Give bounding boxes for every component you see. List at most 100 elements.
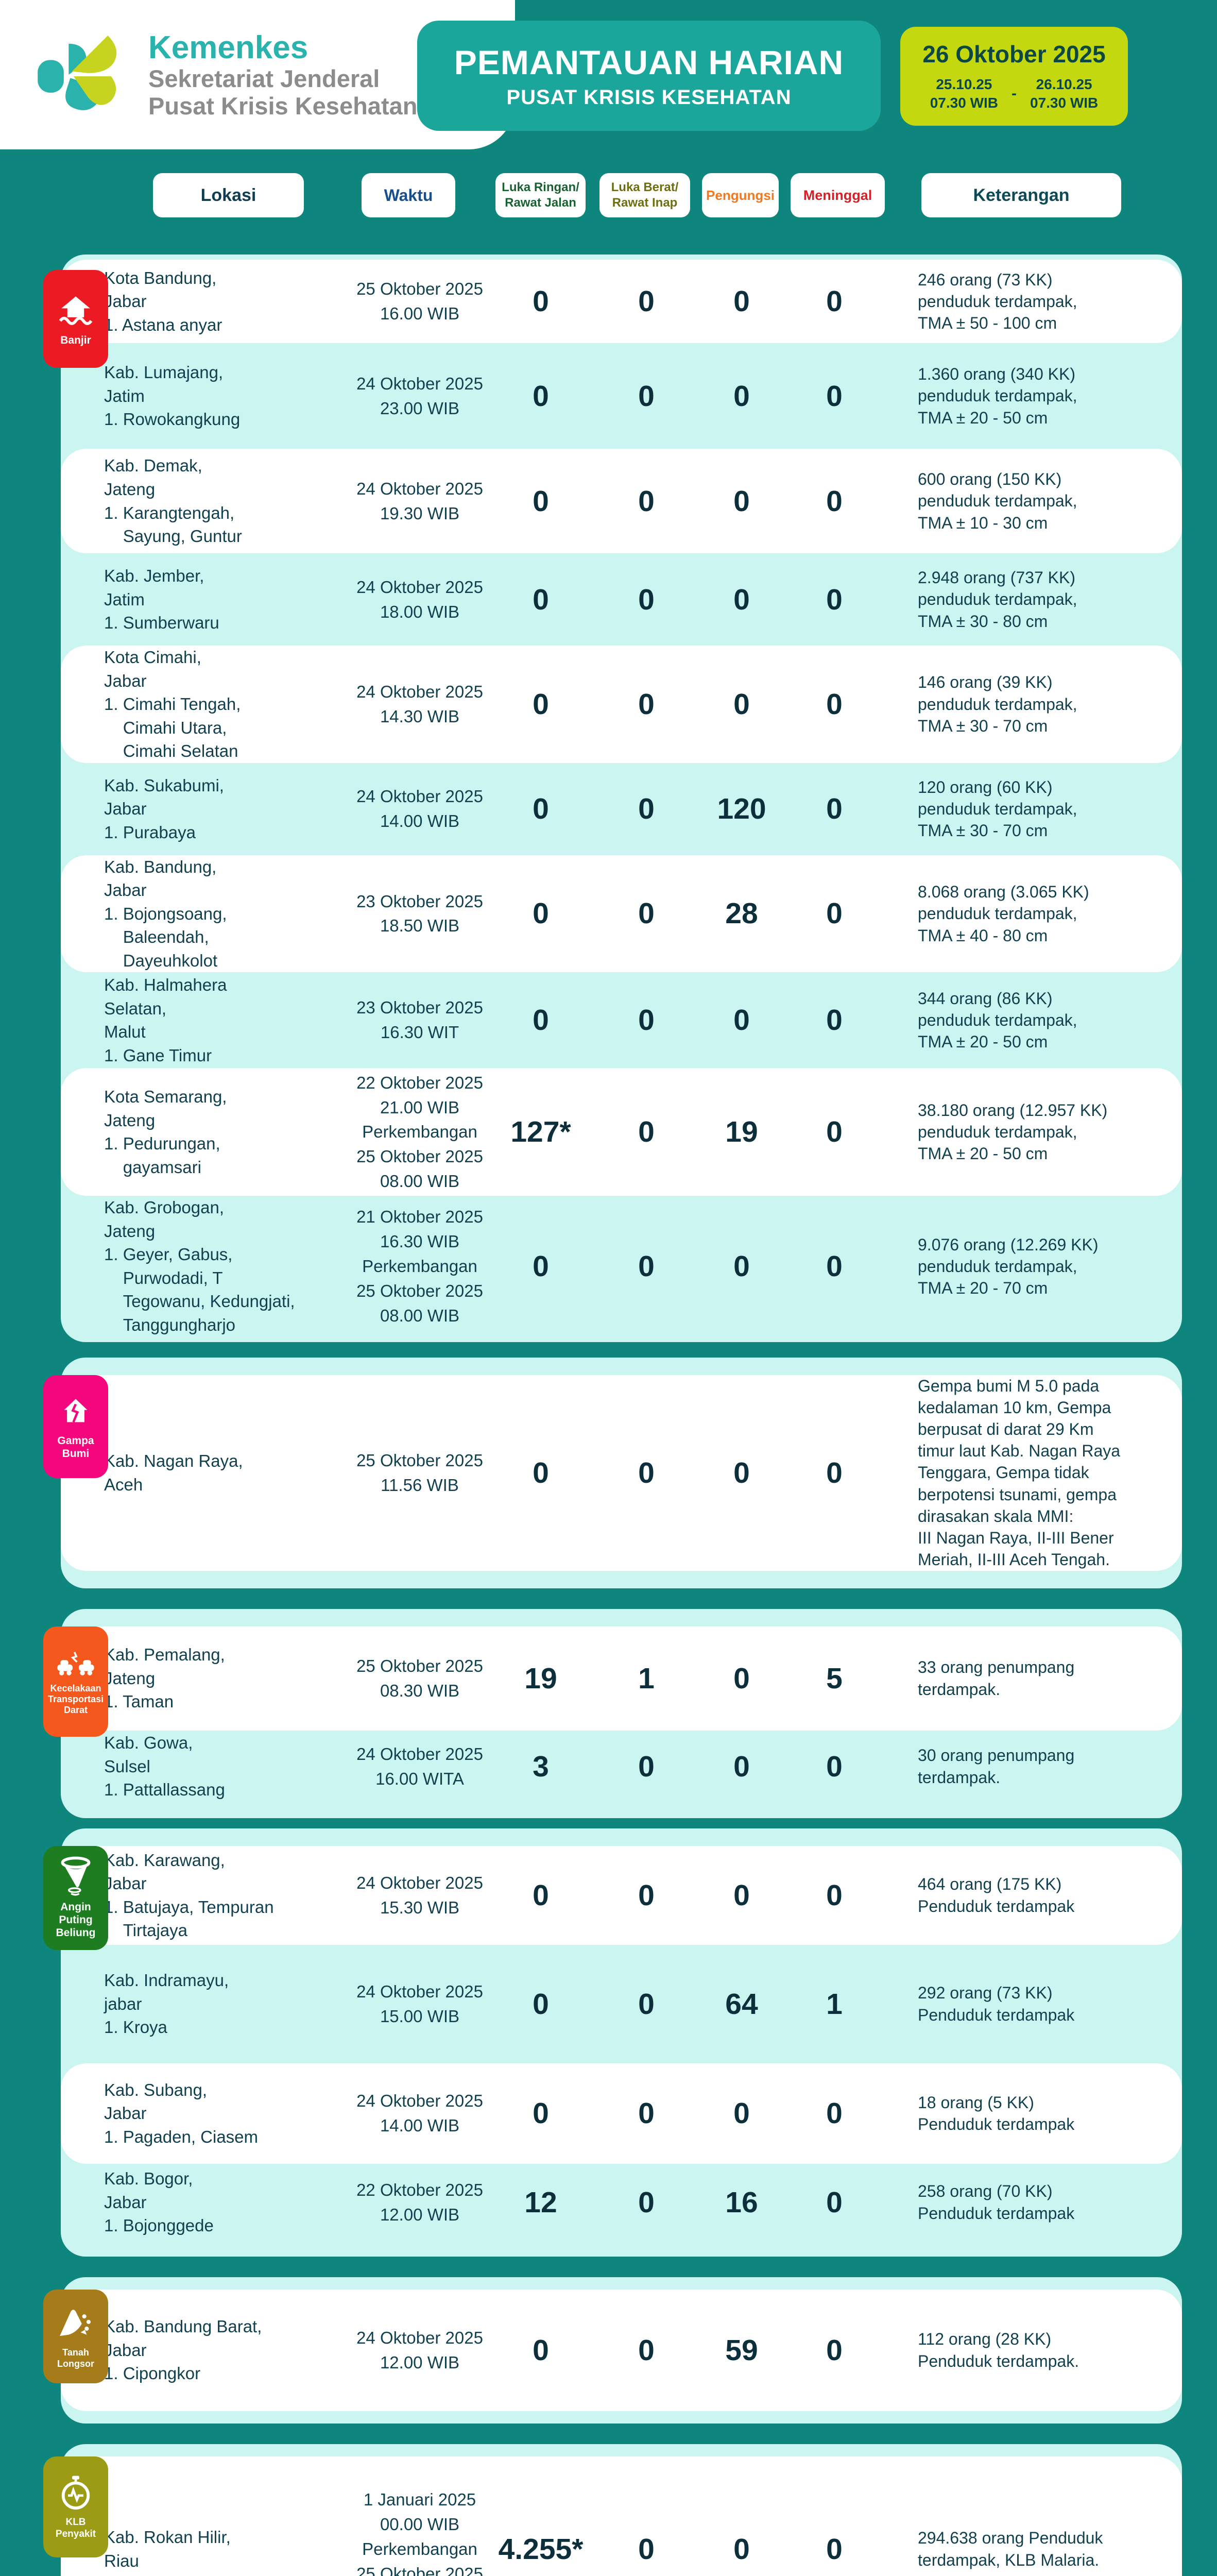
cell-meninggal: 0: [826, 583, 843, 616]
landslide-icon: [60, 2310, 91, 2336]
page-subtitle: PUSAT KRISIS KESEHATAN: [506, 86, 792, 109]
cell-meninggal: 0: [826, 2185, 843, 2219]
column-header-waktu: Waktu: [362, 173, 455, 217]
table-row: Kab. Lumajang, Jatim 1. Rowokangkung 24 …: [61, 343, 1182, 449]
period-start-time: 07.30 WIB: [930, 95, 998, 111]
outbreak-stopwatch-icon: [61, 2476, 90, 2510]
cell-keterangan: 292 orang (73 KK) Penduduk terdampak: [918, 1984, 1075, 2024]
cell-waktu: 24 Oktober 2025 12.00 WIB: [356, 2328, 483, 2372]
cell-pengungsi: 0: [733, 1662, 750, 1695]
cell-luka-ringan: 0: [533, 1456, 549, 1489]
cell-keterangan: 146 orang (39 KK) penduduk terdampak, TM…: [918, 673, 1077, 735]
cell-waktu: 24 Oktober 2025 18.00 WIB: [356, 577, 483, 621]
cell-lokasi: Kab. Grobogan, Jateng 1. Geyer, Gabus, P…: [104, 1198, 295, 1334]
cell-luka-berat: 0: [638, 792, 655, 826]
cell-keterangan: 30 orang penumpang terdampak.: [918, 1746, 1075, 1787]
cell-luka-ringan: 0: [533, 583, 549, 616]
cell-waktu: 21 Oktober 2025 16.30 WIB Perkembangan 2…: [356, 1207, 483, 1325]
cell-keterangan: 258 orang (70 KK) Penduduk terdampak: [918, 2182, 1075, 2223]
cell-lokasi: Kab. Bandung Barat, Jabar 1. Cipongkor: [104, 2317, 262, 2383]
earthquake-icon: [64, 1399, 88, 1422]
cell-luka-ringan: 127*: [510, 1115, 571, 1149]
table-row: Kota Semarang, Jateng 1. Pedurungan, gay…: [61, 1068, 1182, 1196]
cell-keterangan: 246 orang (73 KK) penduduk terdampak, TM…: [918, 270, 1077, 333]
cell-luka-berat: 0: [638, 2532, 655, 2566]
cell-lokasi: Kab. Rokan Hilir, Riau: [104, 2528, 231, 2570]
cell-lokasi: Kab. Jember, Jatim 1. Sumberwaru: [104, 566, 219, 633]
cell-waktu: 1 Januari 2025 00.00 WIB Perkembangan 25…: [356, 2490, 483, 2576]
cell-luka-berat: 0: [638, 1987, 655, 2021]
cell-luka-berat: 0: [638, 583, 655, 616]
cell-meninggal: 1: [826, 1987, 843, 2021]
logo-subtitle-1: Sekretariat Jenderal: [148, 65, 380, 93]
cell-meninggal: 0: [826, 1004, 843, 1037]
cell-luka-berat: 0: [638, 1115, 655, 1149]
cell-luka-ringan: 0: [533, 379, 549, 413]
cell-waktu: 24 Oktober 2025 19.30 WIB: [356, 479, 483, 523]
cell-pengungsi: 120: [717, 792, 766, 826]
cell-pengungsi: 0: [733, 484, 750, 518]
cell-pengungsi: 0: [733, 2532, 750, 2566]
table-row: Kab. Jember, Jatim 1. Sumberwaru 24 Okto…: [61, 553, 1182, 646]
cell-pengungsi: 0: [733, 379, 750, 413]
section-gempa-bumi: Gampa Bumi Kab. Nagan Raya, Aceh 25 Okto…: [43, 1357, 1182, 1588]
title-box: PEMANTAUAN HARIAN PUSAT KRISIS KESEHATAN: [417, 21, 881, 131]
period-end-date: 26.10.25: [1036, 76, 1092, 92]
cell-luka-ringan: 0: [533, 1878, 549, 1912]
cell-waktu: 25 Oktober 2025 08.30 WIB: [356, 1656, 483, 1700]
table-row: Kab. Pemalang, Jateng 1. Taman 25 Oktobe…: [61, 1626, 1182, 1731]
cell-waktu: 22 Oktober 2025 21.00 WIB Perkembangan 2…: [356, 1073, 483, 1191]
banjir-badge: Banjir: [43, 270, 108, 368]
cell-luka-ringan: 4.255*: [498, 2532, 584, 2566]
header: Kemenkes Sekretariat Jenderal Pusat Kris…: [0, 0, 1217, 170]
cell-waktu: 24 Oktober 2025 14.00 WIB: [356, 787, 483, 831]
cell-luka-ringan: 0: [533, 687, 549, 721]
cell-keterangan: 344 orang (86 KK) penduduk terdampak, TM…: [918, 989, 1077, 1052]
tornado-icon: [61, 1857, 91, 1896]
cell-pengungsi: 0: [733, 583, 750, 616]
cell-meninggal: 0: [826, 1115, 843, 1149]
angin-badge-label: Angin Puting Beliung: [56, 1901, 96, 1939]
period-end: 26.10.25 07.30 WIB: [1030, 75, 1098, 113]
table-row: Kab. Halmahera Selatan, Malut 1. Gane Ti…: [61, 972, 1182, 1068]
column-header-luka-berat: Luka Berat/ Rawat Inap: [599, 173, 690, 217]
cell-pengungsi: 0: [733, 1750, 750, 1783]
cell-luka-ringan: 0: [533, 2333, 549, 2367]
cell-luka-ringan: 12: [524, 2185, 557, 2219]
cell-pengungsi: 0: [733, 1456, 750, 1489]
cell-luka-berat: 0: [638, 1004, 655, 1037]
column-header-luka-ringan: Luka Ringan/ Rawat Jalan: [495, 173, 586, 217]
kecelakaan-badge-label: Kecelakaan Transportasi Darat: [47, 1683, 104, 1716]
cell-luka-berat: 0: [638, 1249, 655, 1283]
klb-badge-label: KLB Penyakit: [55, 2517, 96, 2539]
cell-luka-berat: 0: [638, 285, 655, 318]
cell-luka-berat: 0: [638, 2185, 655, 2219]
table-row: Kab. Bandung Barat, Jabar 1. Cipongkor 2…: [61, 2289, 1182, 2411]
longsor-badge: Tanah Longsor: [43, 2289, 108, 2383]
cell-meninggal: 0: [826, 1249, 843, 1283]
table-row: Kota Bandung, Jabar 1. Astana anyar 25 O…: [61, 260, 1182, 343]
banjir-badge-label: Banjir: [60, 334, 91, 346]
cell-lokasi: Kab. Halmahera Selatan, Malut 1. Gane Ti…: [104, 975, 227, 1065]
section-tanah-longsor: Tanah Longsor Kab. Bandung Barat, Jabar …: [43, 2277, 1182, 2424]
section-angin-puting-beliung: Angin Puting Beliung Kab. Karawang, Jaba…: [43, 1828, 1182, 2257]
cell-lokasi: Kab. Sukabumi, Jabar 1. Purabaya: [104, 775, 224, 842]
table-row: Kab. Subang, Jabar 1. Pagaden, Ciasem 24…: [61, 2063, 1182, 2164]
cell-luka-berat: 0: [638, 1750, 655, 1783]
cell-waktu: 25 Oktober 2025 11.56 WIB: [356, 1450, 483, 1495]
cell-luka-berat: 0: [638, 687, 655, 721]
logo-brand: Kemenkes: [148, 29, 308, 65]
cell-waktu: 23 Oktober 2025 16.30 WIT: [356, 998, 483, 1042]
cell-meninggal: 0: [826, 2333, 843, 2367]
cell-meninggal: 0: [826, 2097, 843, 2130]
gempa-badge-label: Gampa Bumi: [57, 1434, 94, 1460]
cell-lokasi: Kab. Pemalang, Jateng 1. Taman: [104, 1645, 225, 1711]
cell-luka-berat: 0: [638, 484, 655, 518]
cell-keterangan: 464 orang (175 KK) Penduduk terdampak: [918, 1875, 1075, 1916]
logo-subtitle-2: Pusat Krisis Kesehatan: [148, 92, 418, 120]
kemenkes-logo-icon: [38, 36, 117, 110]
cell-waktu: 24 Oktober 2025 15.30 WIB: [356, 1873, 483, 1917]
period-start: 25.10.25 07.30 WIB: [930, 75, 998, 113]
cell-waktu: 24 Oktober 2025 16.00 WITA: [356, 1744, 483, 1788]
